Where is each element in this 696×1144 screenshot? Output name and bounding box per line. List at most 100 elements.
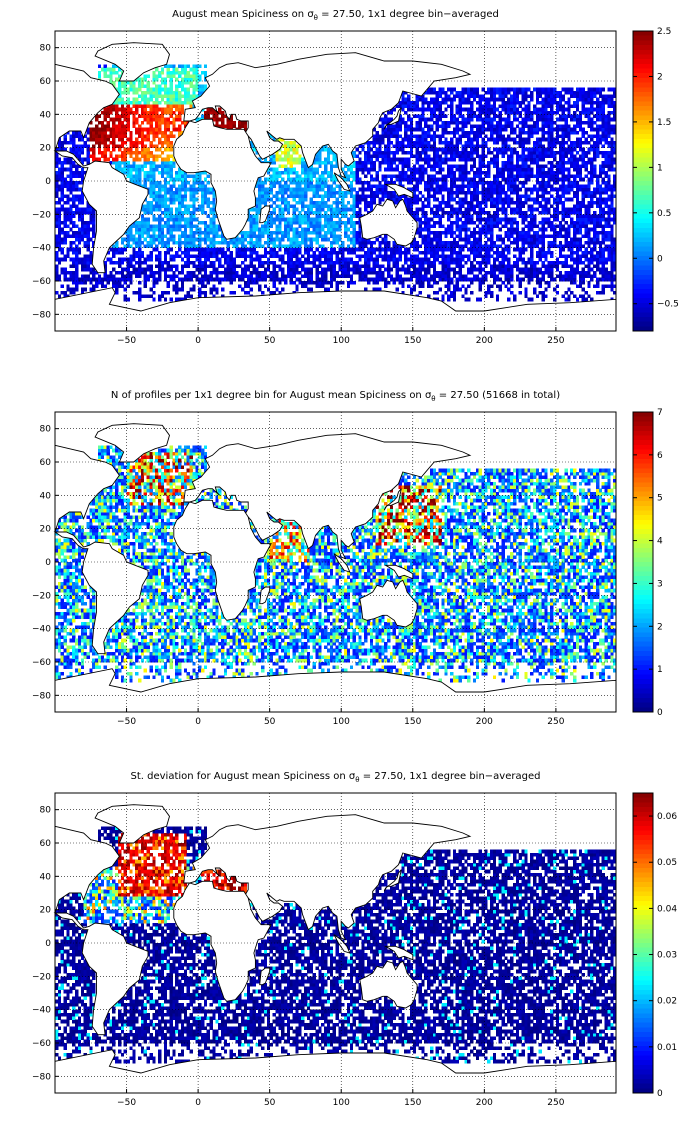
heatmap-cell [158, 131, 161, 135]
heatmap-cell [178, 188, 181, 192]
heatmap-cell [150, 224, 153, 228]
heatmap-cell [218, 248, 221, 252]
heatmap-cell [436, 214, 439, 218]
heatmap-cell [181, 121, 184, 125]
heatmap-cell [456, 148, 459, 152]
heatmap-cell [464, 194, 467, 198]
heatmap-cell [190, 188, 193, 192]
heatmap-cell [278, 204, 281, 208]
heatmap-cell [104, 134, 107, 138]
heatmap-cell [441, 254, 444, 258]
heatmap-cell [78, 148, 81, 152]
heatmap-cell [373, 268, 376, 272]
heatmap-cell [72, 204, 75, 208]
heatmap-cell [490, 264, 493, 268]
heatmap-cell [273, 274, 276, 278]
heatmap-cell [241, 231, 244, 235]
heatmap-cell [158, 94, 161, 98]
heatmap-cell [313, 201, 316, 205]
heatmap-cell [476, 268, 479, 272]
heatmap-cell [461, 151, 464, 155]
heatmap-cell [281, 188, 284, 192]
heatmap-cell [313, 281, 316, 285]
heatmap-cell [459, 218, 462, 222]
heatmap-cell [201, 208, 204, 212]
heatmap-cell [373, 151, 376, 155]
heatmap-cell [401, 278, 404, 282]
heatmap-cell [95, 124, 98, 128]
heatmap-cell [358, 168, 361, 172]
heatmap-cell [476, 88, 479, 92]
heatmap-cell [301, 231, 304, 235]
heatmap-cell [387, 261, 390, 265]
heatmap-cell [381, 238, 384, 242]
heatmap-cell [459, 268, 462, 272]
heatmap-cell [69, 258, 72, 262]
heatmap-cell [141, 228, 144, 232]
heatmap-cell [327, 154, 330, 158]
heatmap-cell [436, 151, 439, 155]
heatmap-cell [293, 228, 296, 232]
heatmap-cell [310, 281, 313, 285]
heatmap-cell [72, 134, 75, 138]
heatmap-cell [204, 114, 207, 118]
heatmap-cell [190, 191, 193, 195]
heatmap-cell [487, 104, 490, 108]
heatmap-cell [127, 268, 130, 272]
heatmap-cell [273, 241, 276, 245]
heatmap-cell [401, 118, 404, 122]
heatmap-cell [347, 274, 350, 278]
heatmap-cell [464, 108, 467, 112]
heatmap-cell [78, 214, 81, 218]
heatmap-cell [439, 171, 442, 175]
heatmap-cell [321, 161, 324, 165]
heatmap-cell [170, 258, 173, 262]
heatmap-cell [75, 208, 78, 212]
heatmap-cell [210, 221, 213, 225]
heatmap-cell [155, 108, 158, 112]
heatmap-cell [304, 218, 307, 222]
heatmap-cell [150, 151, 153, 155]
heatmap-cell [427, 181, 430, 185]
heatmap-cell [264, 231, 267, 235]
heatmap-cell [273, 154, 276, 158]
heatmap-cell [167, 74, 170, 78]
heatmap-cell [155, 168, 158, 172]
heatmap-cell [361, 264, 364, 268]
heatmap-cell [195, 264, 198, 268]
heatmap-cell [476, 254, 479, 258]
heatmap-cell [207, 231, 210, 235]
heatmap-cell [241, 124, 244, 128]
heatmap-cell [390, 124, 393, 128]
heatmap-cell [264, 248, 267, 252]
heatmap-cell [61, 204, 64, 208]
heatmap-cell [95, 118, 98, 122]
heatmap-cell [393, 261, 396, 265]
heatmap-cell [295, 254, 298, 258]
heatmap-cell [64, 258, 67, 262]
heatmap-cell [310, 274, 313, 278]
heatmap-cell [399, 124, 402, 128]
heatmap-cell [456, 191, 459, 195]
heatmap-cell [441, 168, 444, 172]
heatmap-cell [484, 204, 487, 208]
heatmap-cell [347, 174, 350, 178]
heatmap-cell [164, 254, 167, 258]
heatmap-cell [298, 158, 301, 162]
heatmap-cell [201, 181, 204, 185]
heatmap-cell [273, 238, 276, 242]
heatmap-cell [427, 221, 430, 225]
heatmap-cell [484, 181, 487, 185]
heatmap-cell [433, 191, 436, 195]
heatmap-cell [69, 264, 72, 268]
heatmap-cell [304, 204, 307, 208]
heatmap-cell [430, 101, 433, 105]
heatmap-cell [350, 224, 353, 228]
heatmap-cell [387, 158, 390, 162]
heatmap-cell [318, 204, 321, 208]
heatmap-cell [198, 291, 201, 295]
heatmap-cell [344, 194, 347, 198]
heatmap-cell [430, 128, 433, 132]
heatmap-cell [318, 174, 321, 178]
heatmap-cell [298, 181, 301, 185]
